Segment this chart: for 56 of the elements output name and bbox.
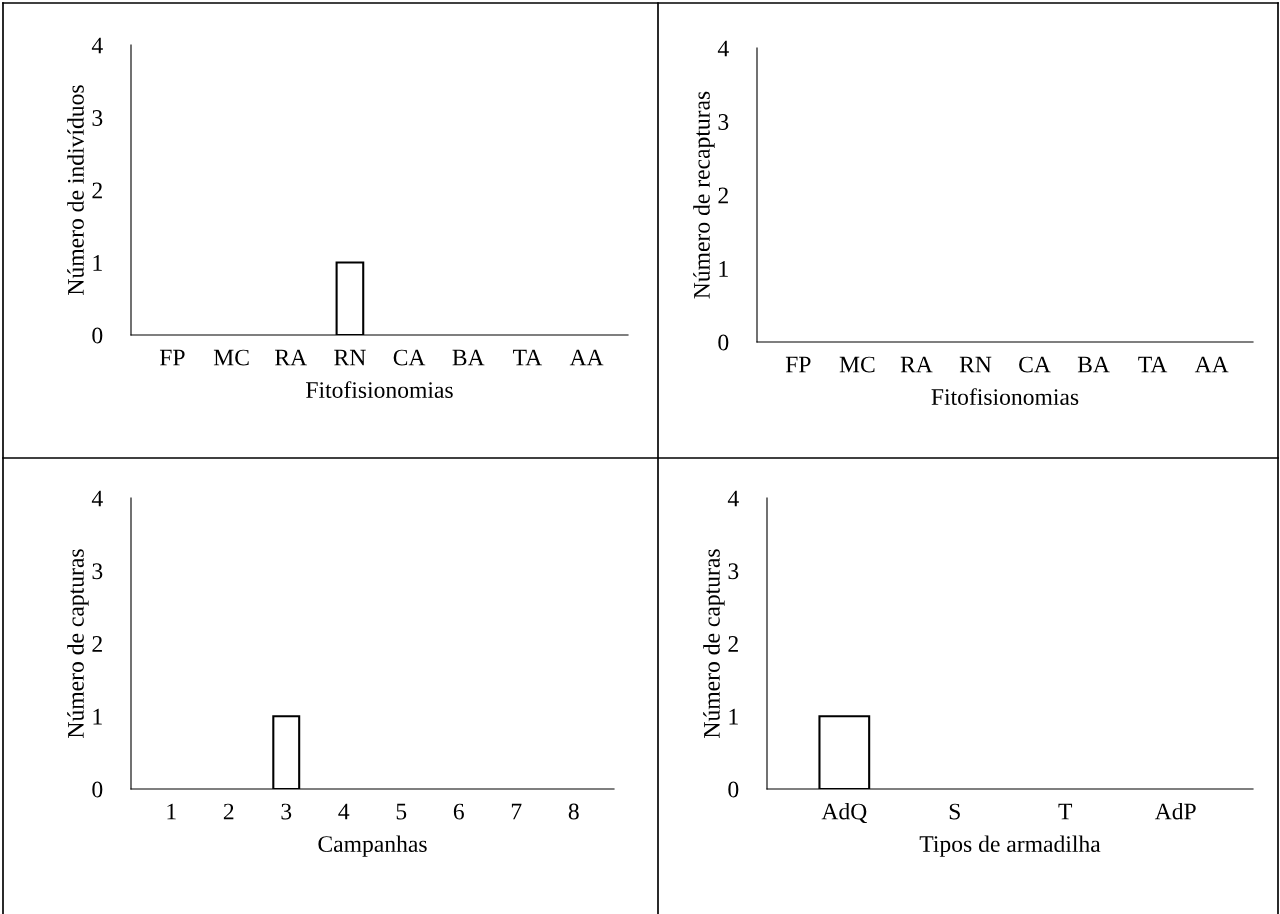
y-tick-label: 1 <box>719 261 728 277</box>
y-tick-label: 3 <box>92 563 103 580</box>
x-tick-label: 5 <box>396 803 407 820</box>
y-tick-label: 0 <box>92 781 103 798</box>
x-tick-label: TA <box>513 349 543 366</box>
x-tick-label: MC <box>839 356 875 373</box>
y-tick-label: 3 <box>718 114 729 130</box>
y-tick-label: 1 <box>93 708 102 725</box>
x-tick-label: 3 <box>281 803 292 820</box>
y-tick-label: 0 <box>718 334 729 351</box>
x-tick-label: 2 <box>223 803 234 820</box>
x-tick-label: RA <box>275 349 307 366</box>
x-tick-label: 6 <box>453 803 464 820</box>
x-tick-label: 4 <box>338 803 350 820</box>
x-axis-title: Tipos de armadilha <box>919 835 1101 857</box>
x-tick-label: RN <box>334 349 366 366</box>
x-tick-label: FP <box>159 349 185 366</box>
y-tick-label: 3 <box>92 110 103 126</box>
y-tick-label: 0 <box>728 781 739 798</box>
x-tick-label: 8 <box>568 803 579 820</box>
x-tick-label: AA <box>1194 356 1229 373</box>
y-tick-label: 4 <box>727 490 739 507</box>
x-tick-label: CA <box>1019 356 1051 373</box>
x-tick-label: T <box>1058 803 1073 820</box>
y-tick-label: 2 <box>92 182 102 199</box>
y-tick-label: 2 <box>718 187 728 204</box>
y-axis-title: Número de capturas <box>67 549 89 738</box>
x-tick-label: AdP <box>1154 802 1196 820</box>
x-tick-label: BA <box>1077 356 1110 373</box>
x-axis-title: Campanhas <box>318 835 427 857</box>
x-tick-label: 1 <box>167 803 176 820</box>
x-tick-label: BA <box>452 349 485 366</box>
y-tick-label: 1 <box>729 708 738 725</box>
y-tick-label: 2 <box>92 636 102 652</box>
y-tick-label: 4 <box>717 40 729 57</box>
x-tick-label: AdQ <box>821 802 867 824</box>
x-axis-title: Fitofisionomias <box>931 388 1079 406</box>
y-tick-label: 1 <box>93 255 102 271</box>
x-tick-label: CA <box>393 349 426 366</box>
y-tick-label: 4 <box>91 37 103 54</box>
x-tick-label: FP <box>785 356 811 373</box>
y-tick-label: 4 <box>91 490 103 507</box>
x-tick-label: AA <box>569 349 604 366</box>
x-axis-title: Fitofisionomias <box>306 381 453 399</box>
x-tick-label: TA <box>1138 356 1168 373</box>
y-tick-label: 0 <box>92 327 103 344</box>
y-axis-title: Número de recapturas <box>693 91 715 299</box>
x-tick-label: RN <box>959 356 992 373</box>
y-axis-title: Número de indivíduos <box>67 85 84 295</box>
y-axis-title: Número de capturas <box>703 549 725 738</box>
y-tick-label: 3 <box>728 563 739 580</box>
x-tick-label: 7 <box>511 803 522 820</box>
x-tick-label: MC <box>213 349 249 366</box>
x-tick-label: RA <box>900 356 933 373</box>
x-tick-label: S <box>949 803 960 820</box>
y-tick-label: 2 <box>728 636 738 652</box>
